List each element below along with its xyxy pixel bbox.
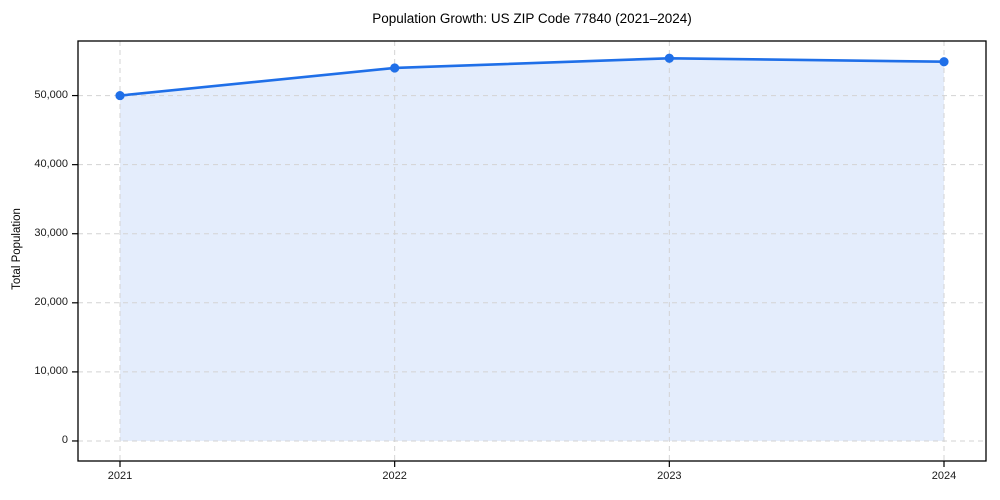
plot-border [77, 40, 987, 462]
y-tick-label: 30,000 [34, 227, 68, 240]
y-tick-label: 40,000 [34, 158, 68, 171]
data-point-marker [939, 57, 949, 67]
x-tick-label: 2023 [657, 470, 682, 482]
data-point-marker [115, 90, 125, 101]
series-area-fill [120, 58, 944, 441]
x-tick-label: 2022 [382, 470, 407, 482]
series-line [118, 56, 946, 97]
y-tick-label: 50,000 [34, 89, 68, 102]
data-point-marker [390, 63, 400, 73]
x-tick-label: 2024 [931, 470, 957, 482]
x-tick-label: 2021 [107, 470, 133, 482]
y-tick-label: 20,000 [34, 296, 68, 309]
y-tick-label: 0 [61, 434, 68, 447]
y-tick-label: 10,000 [34, 365, 68, 378]
data-point-marker [664, 53, 674, 63]
chart-title: Population Growth: US ZIP Code 77840 (20… [372, 11, 692, 26]
